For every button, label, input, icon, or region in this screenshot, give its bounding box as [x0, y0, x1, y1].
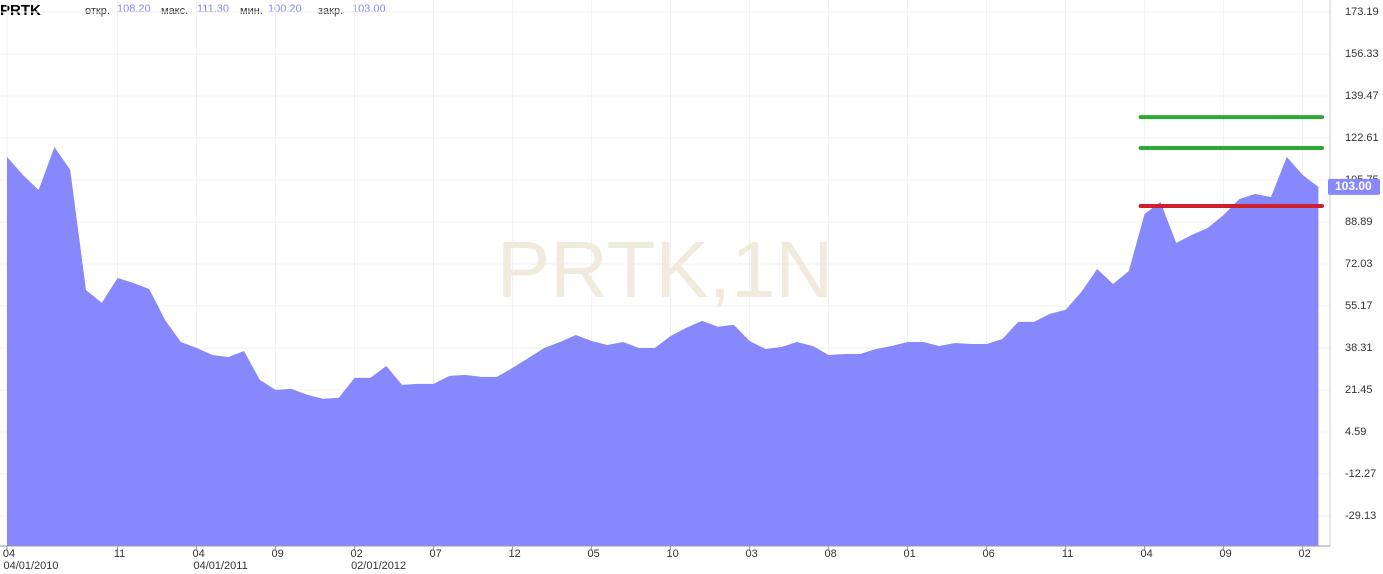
x-date-label: 02/01/2012	[351, 560, 406, 572]
y-tick-label: 4.59	[1345, 426, 1366, 438]
x-tick-label: 08	[824, 548, 836, 560]
x-tick-label: 04	[3, 548, 15, 560]
x-tick-label: 02	[350, 548, 362, 560]
last-value-label: 103.00	[1335, 179, 1372, 193]
quote-label: макс.	[161, 5, 188, 17]
x-tick-label: 11	[1062, 548, 1073, 560]
x-tick-label: 06	[982, 548, 994, 560]
x-tick-label: 10	[666, 548, 678, 560]
x-tick-label: 09	[271, 548, 283, 560]
area	[7, 146, 1319, 547]
y-tick-label: 72.03	[1345, 258, 1373, 270]
x-tick-label: 04	[192, 548, 204, 560]
x-tick-label: 09	[1219, 548, 1231, 560]
quote-label: закр.	[318, 5, 343, 17]
x-tick-label: 01	[903, 548, 915, 560]
x-tick-label: 04	[1140, 548, 1152, 560]
y-tick-label: 122.61	[1345, 132, 1379, 144]
ticker: PRTK	[0, 2, 41, 19]
y-tick-label: 173.19	[1345, 6, 1379, 18]
quote-value: 111.30	[197, 3, 229, 15]
quote-label: мин.	[240, 5, 263, 17]
quote-value: 103.00	[352, 3, 386, 15]
x-date-label: 04/01/2011	[193, 560, 247, 572]
quote-value: 108.20	[117, 3, 151, 15]
x-tick-label: 02	[1298, 548, 1310, 560]
x-tick-label: 12	[508, 548, 520, 560]
x-tick-label: 03	[745, 548, 757, 560]
quote-value: 100.20	[268, 3, 302, 15]
watermark: PRTK,1N	[497, 225, 833, 314]
y-tick-label: 139.47	[1345, 90, 1379, 102]
x-tick-label: 07	[429, 548, 441, 560]
y-tick-label: 55.17	[1345, 300, 1373, 312]
last-value-badge	[1328, 178, 1380, 195]
y-tick-label: -29.13	[1345, 510, 1376, 522]
y-tick-label: 21.45	[1345, 384, 1373, 396]
quote-label: откр.	[85, 5, 110, 17]
x-tick-label: 05	[587, 548, 599, 560]
x-tick-label: 11	[114, 548, 125, 560]
y-tick-label: 156.33	[1345, 48, 1379, 60]
y-tick-label: 38.31	[1345, 342, 1373, 354]
y-tick-label: -12.27	[1345, 468, 1376, 480]
x-date-label: 04/01/2010	[3, 560, 58, 572]
y-tick-label: 88.89	[1345, 216, 1373, 228]
